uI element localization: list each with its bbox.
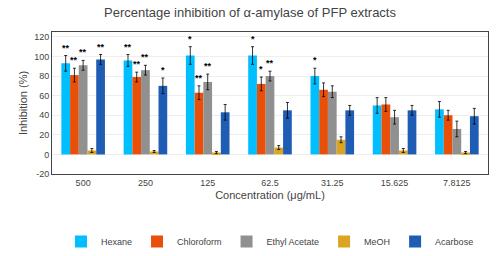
svg-text:120: 120 [34, 32, 49, 42]
svg-text:Percentage inhibition of α-amy: Percentage inhibition of α-amylase of PF… [104, 5, 396, 20]
svg-text:100: 100 [34, 52, 49, 62]
svg-text:**: ** [79, 47, 87, 57]
svg-text:Chloroform: Chloroform [177, 237, 222, 247]
svg-text:-20: -20 [36, 169, 49, 179]
svg-text:*: * [251, 34, 255, 44]
svg-text:**: ** [70, 55, 78, 65]
svg-text:Inhibition (%): Inhibition (%) [17, 71, 29, 135]
svg-text:**: ** [124, 42, 132, 52]
svg-text:20: 20 [39, 130, 49, 140]
svg-text:**: ** [141, 52, 149, 62]
svg-text:**: ** [97, 42, 105, 52]
svg-text:31.25: 31.25 [321, 178, 344, 188]
svg-text:7.8125: 7.8125 [443, 178, 471, 188]
svg-text:*: * [188, 34, 192, 44]
svg-text:500: 500 [76, 178, 91, 188]
svg-text:**: ** [266, 58, 274, 68]
svg-text:0: 0 [44, 150, 49, 160]
svg-text:**: ** [204, 61, 212, 71]
svg-text:Ethyl Acetate: Ethyl Acetate [267, 237, 320, 247]
svg-text:40: 40 [39, 110, 49, 120]
svg-text:Hexane: Hexane [101, 237, 132, 247]
svg-text:125: 125 [200, 178, 215, 188]
svg-text:80: 80 [39, 71, 49, 81]
svg-text:**: ** [62, 43, 70, 53]
svg-text:Acarbose: Acarbose [435, 237, 473, 247]
svg-text:MeOH: MeOH [364, 237, 390, 247]
svg-text:**: ** [133, 59, 141, 69]
svg-text:250: 250 [138, 178, 153, 188]
svg-text:Concentration (μg/mL): Concentration (μg/mL) [215, 189, 325, 201]
svg-text:*: * [313, 55, 317, 65]
svg-text:*: * [259, 64, 263, 74]
svg-text:*: * [161, 65, 165, 75]
svg-text:15.625: 15.625 [381, 178, 409, 188]
svg-text:60: 60 [39, 91, 49, 101]
svg-text:**: ** [195, 73, 203, 83]
svg-text:62.5: 62.5 [261, 178, 279, 188]
